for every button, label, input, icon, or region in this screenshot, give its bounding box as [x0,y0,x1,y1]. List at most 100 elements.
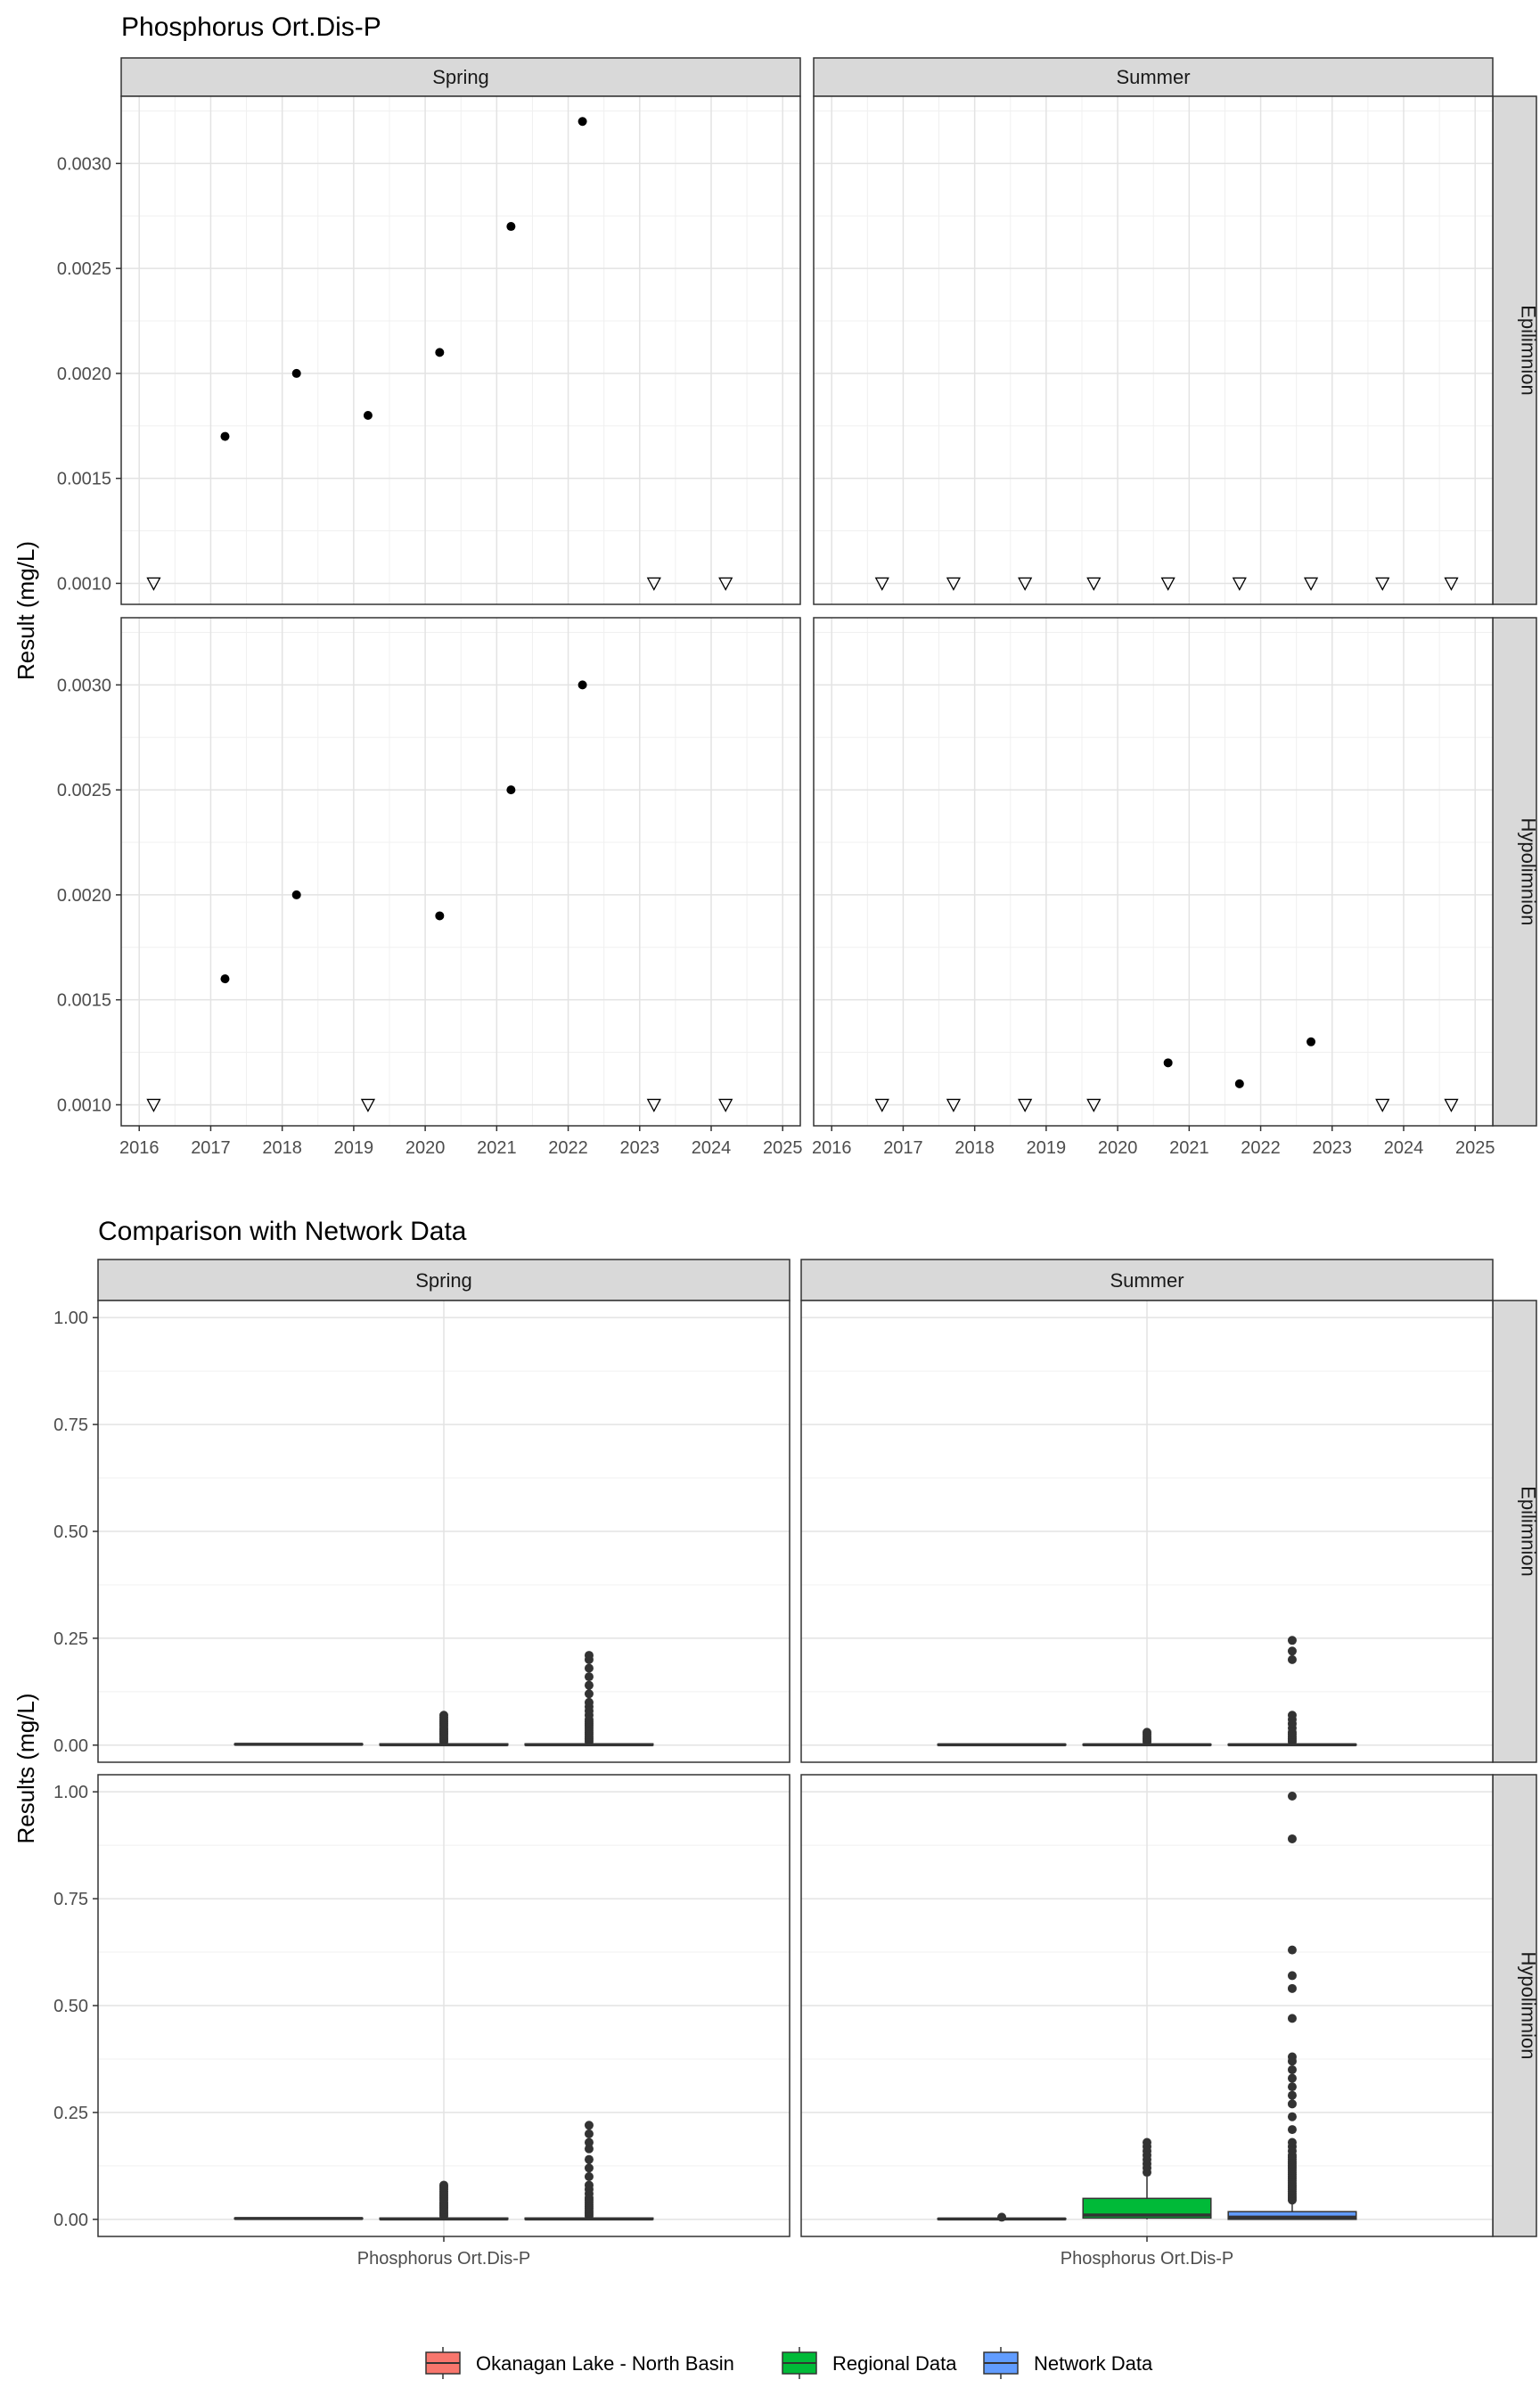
legend-label: Regional Data [832,2352,957,2375]
y-tick-label: 0.0015 [57,470,111,489]
outlier-point [1287,2052,1297,2062]
below-detection-point [1444,1098,1459,1112]
y-tick-label: 0.0020 [57,886,111,906]
y-tick-label: 0.00 [53,1736,88,1756]
legend-item: Regional Data [782,2347,957,2379]
outlier-point [584,2180,594,2190]
facet-strip-label: Summer [1110,1269,1184,1292]
y-tick-label: 0.75 [53,1415,88,1435]
chart1-title: Phosphorus Ort.Dis-P [121,12,381,42]
outlier-point [1143,1727,1151,1737]
facet-strip-label: Spring [432,66,489,88]
y-tick-label: 1.00 [53,1309,88,1328]
x-tick-label: 2020 [1098,1138,1138,1158]
data-point [291,890,301,899]
x-tick-label: 2024 [1384,1138,1424,1158]
outlier-point [1287,2014,1297,2023]
panel-border [813,617,1494,1127]
data-point [435,348,445,357]
legend: Okanagan Lake - North Basin Regional Data… [425,2347,1153,2379]
facet-strip-summer [800,1259,1494,1301]
data-point [506,785,516,795]
x-tick-label: 2021 [477,1138,517,1158]
data-point [220,431,230,441]
x-tick-label: 2025 [1455,1138,1495,1158]
outlier-point [584,2163,594,2173]
below-detection-point [946,577,962,591]
outlier-point [1287,1983,1297,1993]
x-tick-label: 2023 [620,1138,660,1158]
x-tick-label: 2022 [548,1138,588,1158]
outlier-point [1287,2082,1297,2092]
box-panel-summer-hypolimnion [800,1774,1494,2237]
facet-strip-hypolimnion [1492,1774,1537,2237]
y-tick-label: 0.0010 [57,1095,111,1115]
outlier-point [584,1672,594,1682]
below-detection-point [1160,577,1175,591]
x-tick-label: 2024 [692,1138,732,1158]
below-detection-point [360,1098,376,1112]
outlier-point [1287,2138,1297,2147]
x-tick-label: 2019 [1027,1138,1067,1158]
chart2-ylabel: Results (mg/L) [12,1693,39,1843]
data-point [363,411,373,421]
legend-label: Network Data [1034,2352,1153,2375]
box-panel-spring-epilimnion [97,1300,790,1763]
outlier-point [1287,2099,1297,2109]
below-detection-point [718,1098,733,1112]
below-detection-point [1303,577,1319,591]
outlier-point [1287,2064,1297,2074]
x-tick-label: 2018 [954,1138,995,1158]
scatter-panel-spring-hypolimnion [120,617,801,1127]
y-tick-label: 0.0025 [57,259,111,279]
below-detection-point [646,1098,661,1112]
facet-strip-label: Hypolimnion [1518,817,1540,925]
x-tick-label: 2017 [191,1138,231,1158]
y-tick-label: 0.75 [53,1890,88,1909]
x-tick-label: 2016 [119,1138,160,1158]
box-network-data [524,2121,654,2221]
outlier-point [439,2180,448,2190]
outlier-point [584,2154,594,2164]
x-tick-label: Phosphorus Ort.Dis-P [1061,2249,1234,2269]
panel-border [120,95,801,605]
outlier-point [1287,1834,1297,1843]
outlier-point [1287,1791,1297,1801]
facet-strip-epilimnion [1492,1300,1537,1763]
facet-strip-spring [120,57,801,97]
outlier-point [997,2212,1007,2222]
data-point [220,974,230,984]
outlier-point [1287,1636,1297,1645]
box-network-data [524,1651,654,1747]
facet-strip-epilimnion [1492,95,1537,605]
facet-strip-label: Spring [415,1269,472,1292]
below-detection-point [146,1098,161,1112]
facet-strip-label: Epilimnion [1518,305,1540,396]
x-tick-label: 2017 [883,1138,923,1158]
x-tick-label: Phosphorus Ort.Dis-P [357,2249,531,2269]
below-detection-point [1375,1098,1390,1112]
outlier-point [1287,1945,1297,1955]
y-tick-label: 0.0020 [57,365,111,384]
facet-strip-label: Summer [1116,66,1190,88]
data-point [1307,1037,1316,1046]
box-body [1082,2197,1212,2220]
facet-strip-spring [97,1259,790,1301]
outlier-point [1287,2112,1297,2121]
y-tick-label: 0.0015 [57,991,111,1011]
box-network-data [1227,1791,1357,2220]
chart2-title: Comparison with Network Data [98,1217,467,1246]
x-tick-label: 2022 [1241,1138,1281,1158]
below-detection-point [1018,577,1033,591]
y-tick-label: 0.0025 [57,781,111,800]
below-detection-point [1018,1098,1033,1112]
x-tick-label: 2025 [763,1138,803,1158]
box-regional-data [1082,1727,1212,1747]
facet-strip-hypolimnion [1492,617,1537,1127]
outlier-point [584,2129,594,2138]
box-regional-data [379,1711,509,1747]
outlier-point [1287,1646,1297,1656]
box-okanagan-lake-north-basin [937,2212,1067,2222]
outlier-point [584,1689,594,1699]
